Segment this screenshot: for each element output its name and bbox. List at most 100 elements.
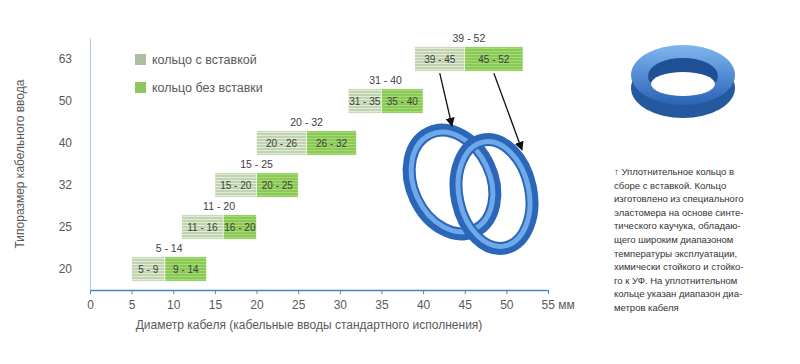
- bar: [381, 89, 423, 113]
- data-label: 45 - 52: [478, 54, 510, 65]
- x-tick-mark: [423, 290, 424, 294]
- caption-line: метров кабеля: [614, 302, 679, 313]
- data-label: 26 - 32: [316, 138, 348, 149]
- x-tick-mark: [132, 290, 133, 294]
- x-tick-mark: [257, 290, 258, 294]
- x-axis: 0 5 10 15 20 25 30 35 40 45 50 55 мм: [87, 290, 575, 312]
- caption: ↑ Уплотнительное кольцо в сборе с вставко…: [614, 166, 744, 313]
- x-tick-label: 25: [292, 298, 306, 312]
- x-tick-label: 10: [167, 298, 181, 312]
- bar: [257, 131, 307, 155]
- y-tick-label: 32: [59, 178, 73, 192]
- x-tick: 50: [500, 290, 514, 312]
- x-axis-title: Диаметр кабеля (кабельные вводы стандарт…: [136, 318, 483, 332]
- data-label: 9 - 14: [173, 264, 199, 275]
- x-tick-label: 50: [500, 298, 514, 312]
- data-label: 11 - 16: [187, 222, 218, 233]
- range-label: 11 - 20: [203, 200, 235, 212]
- x-tick-label: 20: [250, 298, 264, 312]
- y-tick-label: 25: [59, 220, 73, 234]
- x-tick: 30: [334, 290, 348, 312]
- caption-line: тического каучука, обладаю-: [614, 220, 741, 231]
- x-tick: 25: [292, 290, 306, 312]
- x-tick-mark: [173, 290, 174, 294]
- range-label: 5 - 14: [156, 242, 183, 254]
- bar: [348, 89, 381, 113]
- x-axis-line: [91, 290, 549, 292]
- x-tick: 0: [87, 290, 94, 312]
- y-tick: 25: [59, 220, 73, 234]
- ring-top: [631, 45, 735, 105]
- x-tick-label: 35: [375, 298, 389, 312]
- y-axis-title: Типоразмер кабельного ввода: [13, 79, 27, 248]
- data-label: 31 - 35: [349, 96, 381, 107]
- legend-label: кольцо без вставки: [152, 81, 263, 95]
- y-tick-label: 63: [59, 52, 73, 66]
- x-tick: 45: [459, 290, 473, 312]
- chart-svg: 0 5 10 15 20 25 30 35 40 45 50 55 мм 20 25 32 40 50 63 Диа…: [0, 0, 800, 364]
- caption-line: сборе с вставкой. Кольцо: [614, 180, 726, 191]
- caption-line: химически стойкого и стойко-: [614, 261, 744, 272]
- legend-label: кольцо с вставкой: [152, 53, 257, 67]
- data-label: 20 - 26: [266, 138, 298, 149]
- caption-line: го к УФ. На уплотнительном: [614, 275, 737, 286]
- x-tick-mark: [215, 290, 216, 294]
- x-tick-mark: [465, 290, 466, 294]
- y-tick-label: 40: [59, 136, 73, 150]
- y-tick: 63: [59, 52, 73, 66]
- x-tick-label: 40: [417, 298, 431, 312]
- bar: [465, 47, 523, 71]
- x-tick: 40: [417, 290, 431, 312]
- data-label: 15 - 20: [220, 180, 252, 191]
- x-tick-label: 45: [459, 298, 473, 312]
- x-tick: 5: [129, 290, 136, 312]
- x-tick: 35: [375, 290, 389, 312]
- bar: [182, 215, 224, 239]
- x-tick-mark: [298, 290, 299, 294]
- bar: [307, 131, 357, 155]
- caption-line: эластомера на основе синте-: [614, 207, 743, 218]
- ring-illustration: [393, 73, 542, 255]
- legend: кольцо с вставкой кольцо без вставки: [135, 53, 263, 95]
- y-axis: 20 25 32 40 50 63: [59, 39, 91, 291]
- bar: [257, 173, 299, 197]
- x-tick-mark: [381, 290, 382, 294]
- bar: [223, 215, 256, 239]
- ring-body: [446, 133, 541, 256]
- x-tick-mark: [548, 290, 549, 294]
- caption-line: температуры эксплуатации,: [614, 248, 737, 259]
- data-label: 35 - 40: [387, 96, 419, 107]
- bar: [132, 257, 165, 281]
- arrow: [440, 73, 452, 126]
- bar: [165, 257, 207, 281]
- x-tick-label: 0: [87, 298, 94, 312]
- y-tick: 40: [59, 136, 73, 150]
- x-tick-mark: [90, 290, 91, 294]
- ring-hole: [651, 72, 715, 96]
- arrow: [494, 73, 522, 150]
- caption-line: изготовлено из специального: [614, 193, 743, 204]
- range-label: 20 - 32: [290, 116, 323, 128]
- legend-swatch: [135, 82, 146, 93]
- x-tick-mark: [506, 290, 507, 294]
- range-label: 15 - 25: [240, 158, 273, 170]
- x-tick-label: 30: [334, 298, 348, 312]
- x-tick-mark: [340, 290, 341, 294]
- caption-line: щего широким диапазоном: [614, 234, 733, 245]
- data-label: 39 - 45: [424, 54, 456, 65]
- y-axis-line: [90, 39, 91, 291]
- x-tick: 15: [209, 290, 223, 312]
- range-label: 31 - 40: [369, 74, 402, 86]
- y-tick: 32: [59, 178, 73, 192]
- x-tick-label: 55 мм: [542, 298, 575, 312]
- caption-line: ↑ Уплотнительное кольцо в: [614, 166, 734, 177]
- x-tick-label: 5: [129, 298, 136, 312]
- legend-swatch: [135, 54, 146, 65]
- y-tick-label: 50: [59, 94, 73, 108]
- data-label: 5 - 9: [138, 264, 158, 275]
- bar: [215, 173, 257, 197]
- y-tick: 20: [59, 262, 73, 276]
- y-tick-label: 20: [59, 262, 73, 276]
- x-tick-label: 15: [209, 298, 223, 312]
- x-tick: 55 мм: [542, 290, 575, 312]
